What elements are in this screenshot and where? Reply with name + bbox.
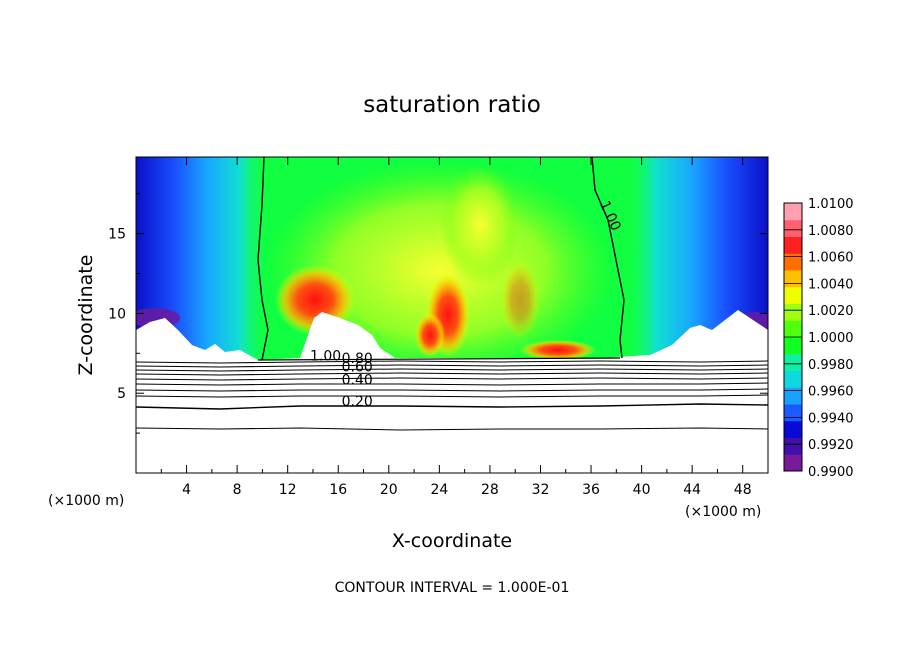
- x-tick-label: 16: [329, 482, 347, 498]
- x-tick-label: 20: [380, 482, 398, 498]
- x-axis-title: X-coordinate: [392, 530, 512, 552]
- x-tick-label: 40: [633, 482, 651, 498]
- contour-090: [136, 364, 768, 368]
- contour-label: 0.80: [342, 351, 373, 367]
- colorbar-swatch: [784, 454, 802, 472]
- contour-060: [136, 377, 768, 381]
- x-tick-label: 12: [279, 482, 297, 498]
- colorbar-swatch: [784, 320, 802, 338]
- colorbar-label: 1.0100: [808, 197, 854, 212]
- contour-interval-annotation: CONTOUR INTERVAL = 1.000E-01: [335, 580, 570, 596]
- x-tick-label: 8: [233, 482, 242, 498]
- colorbar-swatch: [784, 270, 802, 288]
- chart-title: saturation ratio: [363, 92, 541, 118]
- x-unit-label-left: (×1000 m): [48, 493, 124, 509]
- hot-plume-right: [520, 340, 596, 360]
- y-tick-label: 5: [117, 386, 126, 402]
- colorbar-label: 1.0060: [808, 251, 854, 266]
- colorbar-label: 1.0000: [808, 331, 854, 346]
- contour-lines: [136, 157, 768, 431]
- colorbar-swatch: [784, 337, 802, 355]
- contour-040: [136, 388, 768, 392]
- colorbar-swatch: [784, 286, 802, 304]
- x-tick-label: 24: [430, 482, 448, 498]
- contour-label: 0.60: [342, 360, 373, 376]
- y-axis-title: Z-coordinate: [75, 255, 97, 376]
- colorbar-swatch: [784, 387, 802, 405]
- contour-label: 1.00: [310, 348, 341, 364]
- colorbar-label: 0.9980: [808, 358, 854, 373]
- hot-plume-stem: [415, 313, 445, 357]
- x-tick-label: 28: [481, 482, 499, 498]
- colorbar-swatch: [784, 253, 802, 271]
- x-tick-label: 36: [582, 482, 600, 498]
- contour-020: [136, 403, 768, 410]
- colorbar-label: 0.9960: [808, 385, 854, 400]
- x-axis: 4 8 12 16 20 24 28 32 36 40 44 48: [160, 157, 752, 498]
- x-tick-label: 48: [734, 482, 752, 498]
- y-axis: 5 10 15: [108, 193, 768, 434]
- y-tick-label: 15: [108, 227, 126, 243]
- x-tick-label: 44: [683, 482, 701, 498]
- contour-100-left: [257, 157, 269, 361]
- contour-100-base: [257, 357, 621, 361]
- y-tick-label: 10: [108, 306, 126, 322]
- colorbar-label: 1.0020: [808, 304, 854, 319]
- contour-030: [136, 394, 768, 398]
- contour-050: [136, 382, 768, 386]
- x-tick-label: 4: [182, 482, 191, 498]
- colorbar-swatch: [784, 437, 802, 455]
- colorbar-swatch: [784, 420, 802, 438]
- colorbar-label: 0.9900: [808, 465, 854, 480]
- plot-frame: [135, 156, 769, 474]
- contour-100-low: [136, 360, 768, 364]
- x-unit-label-right: (×1000 m): [685, 504, 761, 520]
- colorbar-label: 1.0040: [808, 277, 854, 292]
- colorbar-swatch: [784, 203, 802, 221]
- colorbar-swatch: [784, 303, 802, 321]
- colorbar-label: 0.9920: [808, 438, 854, 453]
- colorbar-swatch: [784, 404, 802, 422]
- contour-080: [136, 368, 768, 372]
- colorbar-swatch: [784, 236, 802, 254]
- contour-010: [136, 427, 768, 431]
- contour-100-right: [591, 157, 625, 359]
- warm-region-upper: [440, 165, 520, 285]
- colorbar-label: 1.0080: [808, 224, 854, 239]
- colorbar-swatch: [784, 353, 802, 371]
- colorbar-swatch: [784, 219, 802, 237]
- warm-plume-mid: [500, 260, 540, 340]
- contour-070: [136, 372, 768, 376]
- terrain-mask: [136, 310, 768, 473]
- colorbar-swatch: [784, 370, 802, 388]
- plot-area: [136, 157, 768, 473]
- colorbar: 1.0100 1.0080 1.0060 1.0040 1.0020 1.0000 0.99…: [783, 197, 854, 480]
- colorbar-label: 0.9940: [808, 411, 854, 426]
- x-tick-label: 32: [532, 482, 550, 498]
- contour-label: 0.40: [342, 372, 373, 388]
- contour-label: 0.20: [342, 394, 373, 410]
